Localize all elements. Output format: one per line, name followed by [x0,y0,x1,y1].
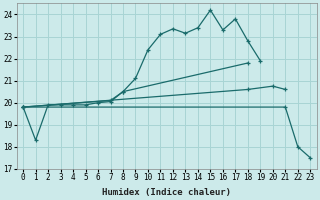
X-axis label: Humidex (Indice chaleur): Humidex (Indice chaleur) [102,188,231,197]
